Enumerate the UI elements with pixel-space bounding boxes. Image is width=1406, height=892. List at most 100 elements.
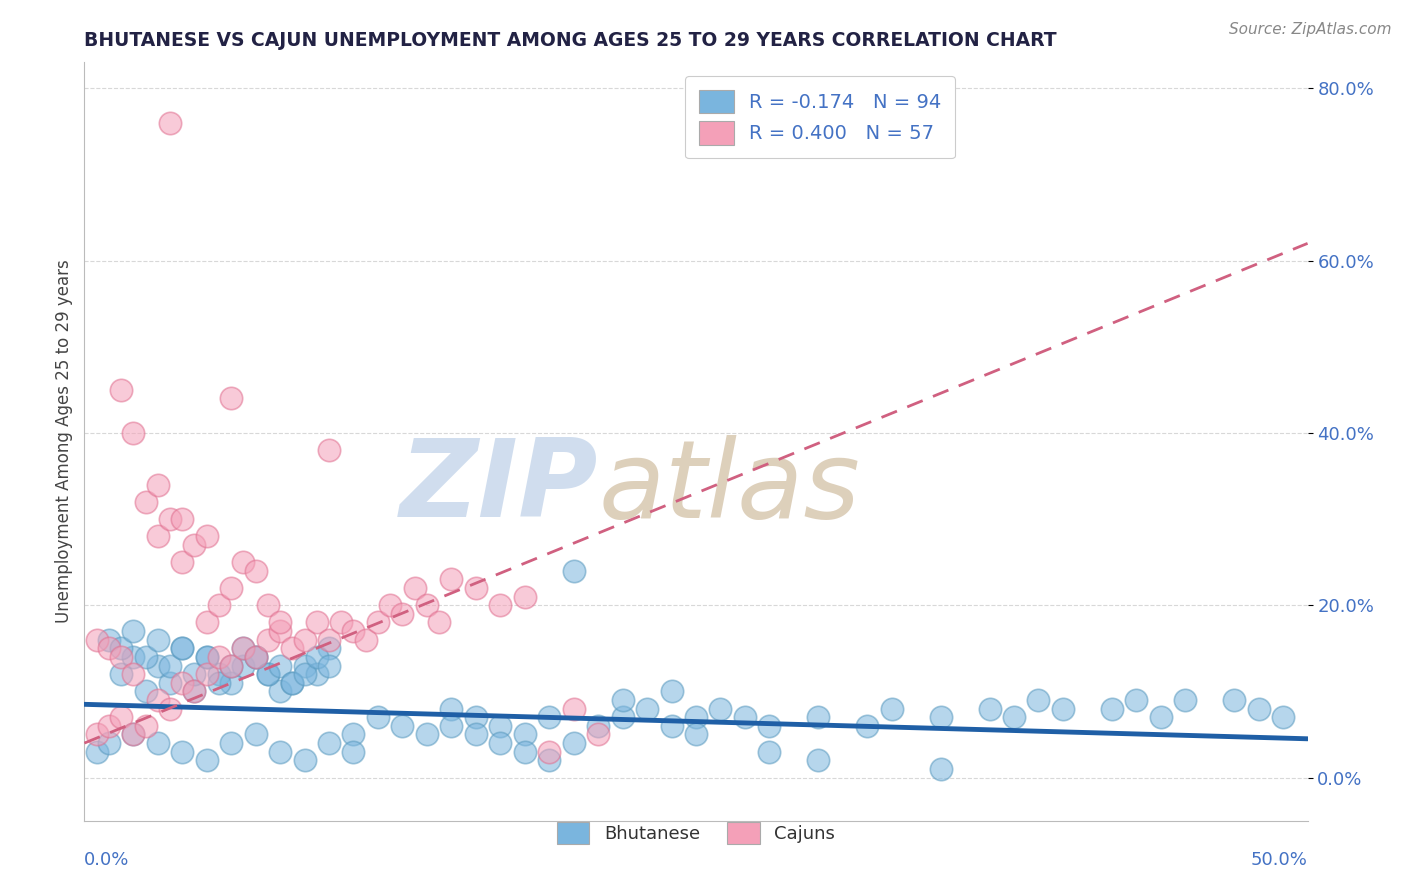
Point	[97, 719, 120, 733]
Point	[135, 684, 157, 698]
Point	[245, 649, 267, 664]
Point	[440, 573, 463, 587]
Point	[1028, 693, 1050, 707]
Point	[929, 762, 952, 776]
Point	[391, 607, 413, 621]
Point	[416, 599, 439, 613]
Point	[245, 564, 267, 578]
Point	[183, 538, 205, 552]
Point	[208, 675, 231, 690]
Point	[219, 392, 242, 406]
Point	[232, 555, 254, 569]
Point	[318, 641, 340, 656]
Point	[489, 599, 512, 613]
Point	[612, 693, 634, 707]
Text: atlas: atlas	[598, 434, 860, 540]
Text: 0.0%: 0.0%	[84, 851, 129, 869]
Point	[380, 599, 402, 613]
Point	[1272, 710, 1295, 724]
Point	[183, 684, 205, 698]
Point	[122, 425, 145, 440]
Point	[464, 581, 486, 595]
Point	[318, 632, 340, 647]
Point	[86, 632, 108, 647]
Point	[489, 719, 512, 733]
Point	[146, 477, 169, 491]
Point	[195, 667, 218, 681]
Point	[110, 641, 132, 656]
Point	[245, 727, 267, 741]
Point	[146, 632, 169, 647]
Point	[1125, 693, 1147, 707]
Point	[269, 684, 291, 698]
Point	[294, 753, 316, 767]
Point	[1002, 710, 1025, 724]
Point	[856, 719, 879, 733]
Point	[172, 641, 194, 656]
Point	[538, 710, 561, 724]
Point	[110, 649, 132, 664]
Point	[195, 615, 218, 630]
Point	[159, 512, 181, 526]
Y-axis label: Unemployment Among Ages 25 to 29 years: Unemployment Among Ages 25 to 29 years	[55, 260, 73, 624]
Point	[709, 701, 731, 715]
Point	[195, 649, 218, 664]
Point	[159, 675, 181, 690]
Point	[257, 599, 280, 613]
Point	[1223, 693, 1246, 707]
Text: ZIP: ZIP	[399, 434, 598, 540]
Point	[172, 512, 194, 526]
Point	[440, 701, 463, 715]
Point	[159, 701, 181, 715]
Point	[245, 649, 267, 664]
Point	[685, 710, 707, 724]
Point	[404, 581, 426, 595]
Point	[281, 675, 304, 690]
Point	[232, 658, 254, 673]
Point	[367, 615, 389, 630]
Point	[367, 710, 389, 724]
Point	[122, 727, 145, 741]
Point	[208, 599, 231, 613]
Point	[342, 624, 364, 639]
Point	[391, 719, 413, 733]
Point	[880, 701, 903, 715]
Point	[122, 624, 145, 639]
Point	[232, 641, 254, 656]
Point	[232, 641, 254, 656]
Point	[661, 684, 683, 698]
Point	[305, 667, 328, 681]
Point	[318, 736, 340, 750]
Point	[318, 443, 340, 458]
Point	[807, 710, 830, 724]
Point	[122, 649, 145, 664]
Point	[135, 719, 157, 733]
Point	[122, 667, 145, 681]
Point	[513, 745, 536, 759]
Point	[562, 564, 585, 578]
Point	[294, 658, 316, 673]
Point	[172, 555, 194, 569]
Point	[195, 649, 218, 664]
Point	[183, 667, 205, 681]
Point	[489, 736, 512, 750]
Point	[195, 753, 218, 767]
Point	[208, 667, 231, 681]
Point	[110, 667, 132, 681]
Point	[586, 727, 609, 741]
Point	[159, 658, 181, 673]
Point	[416, 727, 439, 741]
Point	[342, 745, 364, 759]
Point	[146, 693, 169, 707]
Point	[440, 719, 463, 733]
Text: BHUTANESE VS CAJUN UNEMPLOYMENT AMONG AGES 25 TO 29 YEARS CORRELATION CHART: BHUTANESE VS CAJUN UNEMPLOYMENT AMONG AG…	[84, 30, 1057, 50]
Point	[281, 641, 304, 656]
Point	[586, 719, 609, 733]
Point	[146, 736, 169, 750]
Point	[97, 641, 120, 656]
Point	[305, 615, 328, 630]
Point	[135, 649, 157, 664]
Point	[758, 719, 780, 733]
Point	[269, 624, 291, 639]
Point	[86, 727, 108, 741]
